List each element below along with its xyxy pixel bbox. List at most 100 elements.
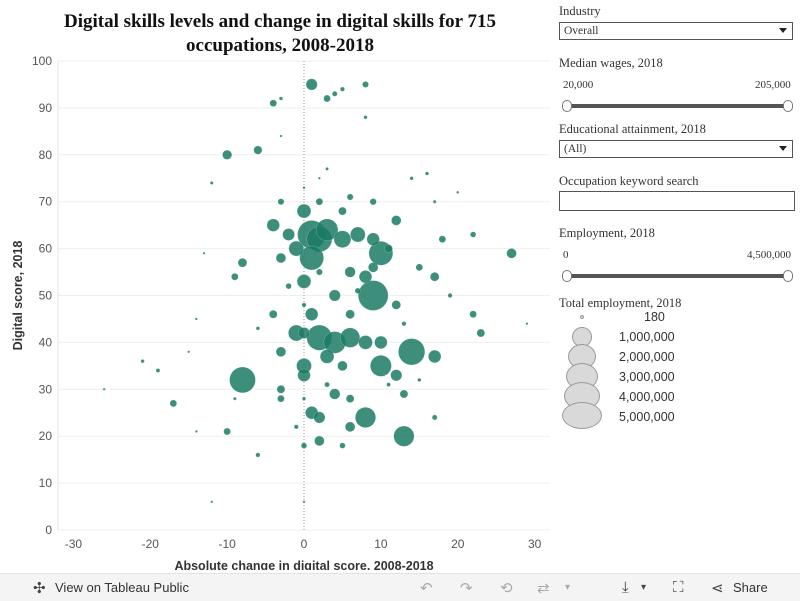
data-point[interactable]: [476, 328, 486, 338]
data-point[interactable]: [432, 199, 437, 204]
data-point[interactable]: [323, 94, 331, 103]
data-point[interactable]: [277, 394, 285, 403]
data-point[interactable]: [276, 385, 286, 394]
data-point[interactable]: [187, 350, 191, 354]
data-point[interactable]: [374, 335, 388, 349]
data-point[interactable]: [355, 406, 376, 428]
data-point[interactable]: [325, 167, 329, 171]
data-point[interactable]: [338, 206, 347, 216]
data-point[interactable]: [368, 262, 379, 273]
data-point[interactable]: [255, 452, 261, 458]
data-point[interactable]: [470, 231, 477, 238]
data-point[interactable]: [305, 307, 319, 321]
data-point[interactable]: [169, 399, 178, 408]
data-point[interactable]: [297, 368, 311, 382]
share-button[interactable]: Share: [733, 580, 768, 595]
data-point[interactable]: [401, 321, 407, 327]
data-point[interactable]: [333, 230, 352, 248]
data-point[interactable]: [431, 414, 438, 421]
chevron-down-icon[interactable]: ▾: [565, 582, 571, 593]
data-point[interactable]: [315, 197, 324, 206]
data-point[interactable]: [393, 425, 415, 447]
data-point[interactable]: [277, 198, 285, 206]
data-point[interactable]: [324, 381, 330, 388]
data-point[interactable]: [296, 274, 312, 289]
data-point[interactable]: [209, 181, 214, 185]
data-point[interactable]: [302, 500, 306, 504]
data-point[interactable]: [288, 240, 305, 257]
data-point[interactable]: [369, 198, 377, 206]
data-point[interactable]: [358, 270, 373, 284]
data-point[interactable]: [399, 389, 409, 399]
fullscreen-icon[interactable]: ⛶: [673, 579, 684, 596]
wages-slider-max-handle[interactable]: [783, 100, 793, 112]
data-point[interactable]: [231, 273, 239, 281]
scatter-chart[interactable]: 0 10 20 30 40 50 60 70 80 90 100 -30 -20 -10 0 10 20 30 Ab…: [0, 55, 555, 570]
employment-slider-track[interactable]: [566, 274, 790, 278]
data-point[interactable]: [398, 338, 426, 366]
data-point[interactable]: [314, 435, 325, 447]
data-point[interactable]: [358, 335, 373, 350]
data-point[interactable]: [233, 396, 237, 401]
data-point[interactable]: [366, 232, 380, 246]
data-point[interactable]: [255, 326, 260, 331]
data-point[interactable]: [417, 377, 422, 382]
share-icon[interactable]: ⋖: [711, 580, 724, 597]
data-point[interactable]: [278, 96, 283, 101]
data-point[interactable]: [222, 149, 233, 160]
data-point[interactable]: [354, 287, 361, 294]
data-point[interactable]: [316, 268, 323, 276]
redo-icon[interactable]: ↷: [460, 580, 473, 597]
data-point[interactable]: [391, 215, 402, 226]
data-point[interactable]: [339, 442, 346, 449]
data-point[interactable]: [102, 387, 106, 391]
data-point[interactable]: [305, 78, 318, 91]
data-point[interactable]: [506, 248, 517, 259]
data-point[interactable]: [331, 91, 338, 97]
data-point[interactable]: [140, 359, 145, 364]
data-point[interactable]: [194, 430, 198, 433]
wages-slider-min-handle[interactable]: [562, 100, 572, 112]
data-point[interactable]: [344, 421, 356, 432]
data-point[interactable]: [298, 327, 310, 339]
data-point[interactable]: [315, 218, 339, 242]
data-point[interactable]: [363, 115, 368, 120]
data-point[interactable]: [345, 394, 355, 403]
data-point[interactable]: [302, 186, 306, 190]
data-point[interactable]: [202, 251, 206, 255]
occupation-search-input[interactable]: [559, 191, 795, 211]
data-point[interactable]: [279, 134, 283, 138]
data-point[interactable]: [300, 442, 308, 449]
data-point[interactable]: [346, 193, 354, 201]
industry-dropdown[interactable]: Overall: [559, 22, 793, 40]
employment-slider-max-handle[interactable]: [783, 270, 793, 282]
data-point[interactable]: [386, 382, 391, 387]
data-point[interactable]: [370, 355, 392, 377]
data-point[interactable]: [429, 272, 440, 282]
data-point[interactable]: [269, 310, 278, 319]
data-point[interactable]: [266, 218, 280, 232]
data-point[interactable]: [210, 500, 214, 504]
data-point[interactable]: [362, 81, 369, 88]
data-point[interactable]: [340, 327, 361, 348]
data-point[interactable]: [313, 411, 326, 424]
data-point[interactable]: [223, 427, 231, 436]
data-point[interactable]: [275, 252, 287, 264]
data-point[interactable]: [438, 235, 447, 243]
data-point[interactable]: [296, 203, 312, 219]
undo-icon[interactable]: ↶: [420, 580, 433, 597]
data-point[interactable]: [229, 366, 256, 394]
data-point[interactable]: [301, 396, 307, 401]
data-point[interactable]: [344, 266, 356, 278]
revert-icon[interactable]: ⟲: [500, 580, 513, 597]
data-point[interactable]: [293, 424, 299, 430]
data-point[interactable]: [269, 99, 277, 107]
data-point[interactable]: [194, 317, 198, 321]
data-point[interactable]: [409, 176, 414, 181]
data-point[interactable]: [329, 388, 341, 400]
wages-slider-track[interactable]: [566, 104, 790, 108]
data-point[interactable]: [282, 228, 295, 241]
data-point[interactable]: [253, 145, 263, 155]
data-point[interactable]: [237, 257, 248, 268]
employment-slider-min-handle[interactable]: [562, 270, 572, 282]
